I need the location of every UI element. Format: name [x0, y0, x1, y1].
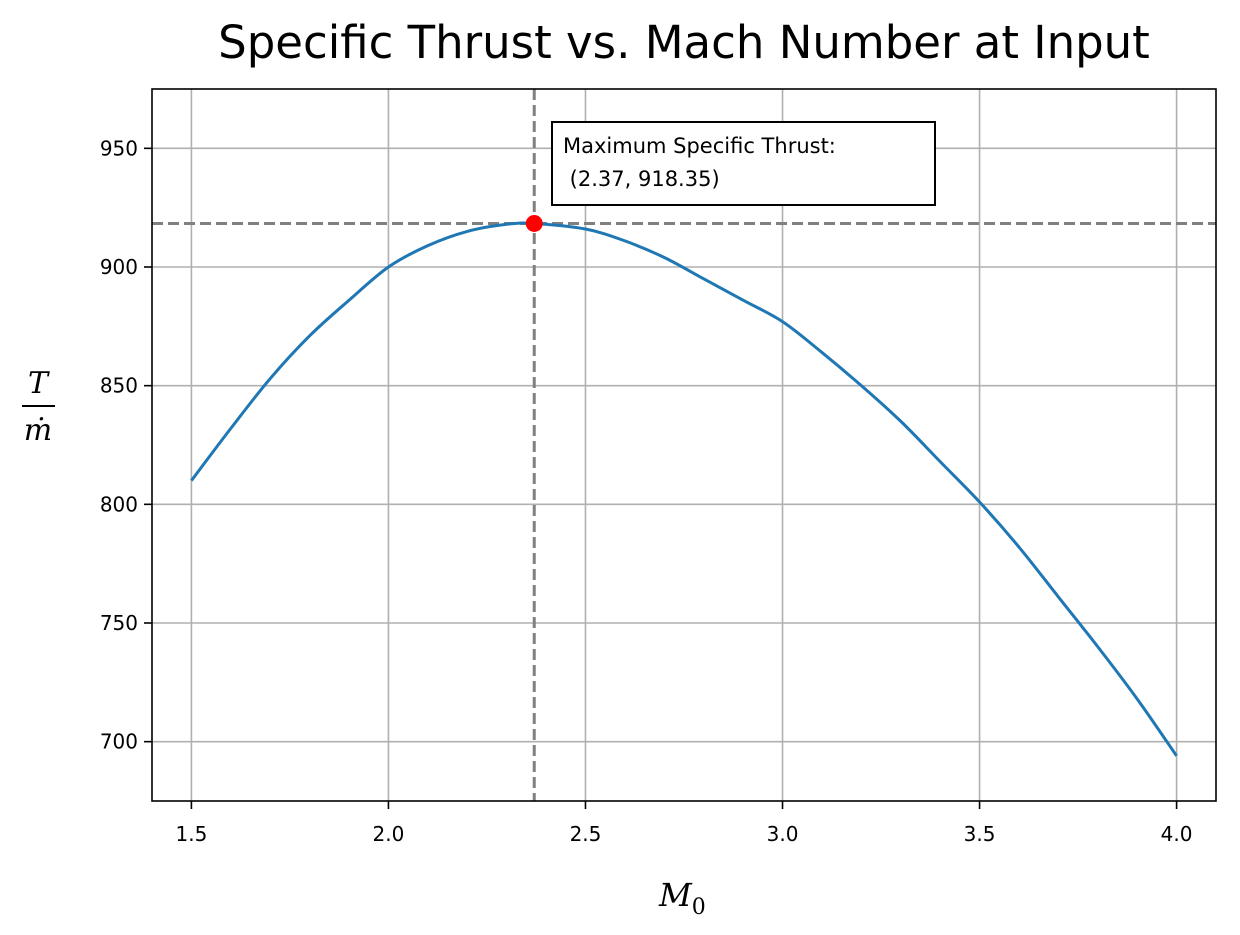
- x-axis-label-subscript: 0: [692, 895, 706, 920]
- x-tick-label: 3.0: [767, 822, 799, 846]
- axis-ticks: 1.5 2.0 2.5 3.0 3.5 4.0 700 750 800 850 900 950: [100, 136, 1193, 846]
- annotation-frame: [551, 121, 936, 206]
- series-layer: [190, 214, 1178, 757]
- y-tick-label: 950: [100, 136, 138, 160]
- x-tick-label: 3.5: [964, 822, 996, 846]
- y-tick-label: 700: [100, 730, 138, 754]
- x-tick-label: 2.5: [570, 822, 602, 846]
- plot-frame: [151, 88, 1217, 802]
- x-tick-label: 4.0: [1161, 822, 1193, 846]
- y-tick-label: 850: [100, 374, 138, 398]
- max-point-marker: [525, 214, 543, 232]
- reference-lines: [152, 89, 1216, 801]
- x-axis-label-main: M: [658, 876, 693, 914]
- annotation-line-1: Maximum Specific Thrust:: [563, 134, 836, 158]
- annotation-box: Maximum Specific Thrust: (2.37, 918.35): [551, 121, 936, 206]
- y-axis-label: T ṁ: [22, 366, 55, 448]
- y-tick-label: 900: [100, 255, 138, 279]
- y-tick-label: 750: [100, 611, 138, 635]
- x-axis-label: M0: [658, 876, 706, 920]
- y-tick-label: 800: [100, 492, 138, 516]
- x-tick-label: 2.0: [373, 822, 405, 846]
- series-line: [190, 221, 1178, 757]
- x-tick-label: 1.5: [176, 822, 208, 846]
- annotation-line-2: (2.37, 918.35): [563, 167, 720, 191]
- y-axis-label-numerator: T: [28, 366, 50, 401]
- chart-title: Specific Thrust vs. Mach Number at Input: [218, 16, 1150, 69]
- y-axis-label-denominator: ṁ: [24, 413, 52, 448]
